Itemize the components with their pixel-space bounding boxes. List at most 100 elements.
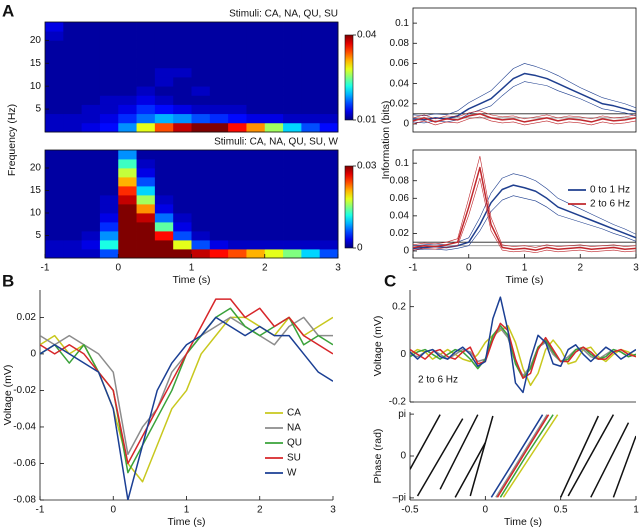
- colorbar-tick-label: 0: [357, 243, 363, 254]
- heat-cell: [136, 58, 156, 69]
- heat-cell: [45, 177, 64, 187]
- x-tick-label: 2: [257, 505, 263, 516]
- y-tick-label: -0.08: [13, 495, 36, 506]
- annotation: 2 to 6 Hz: [418, 375, 458, 386]
- heat-cell: [63, 49, 83, 60]
- heat-cell: [319, 49, 339, 60]
- panel-label: A: [2, 1, 14, 20]
- heat-cell: [209, 77, 229, 87]
- heat-cell: [191, 122, 211, 133]
- heat-cell: [99, 150, 119, 160]
- heat-cell: [191, 168, 211, 178]
- heat-cell: [301, 249, 321, 259]
- heat-cell: [283, 122, 302, 133]
- panel-label: B: [2, 271, 14, 290]
- heat-cell: [63, 186, 83, 196]
- heat-cell: [209, 240, 229, 250]
- heat-cell: [173, 104, 192, 115]
- heat-cell: [191, 222, 211, 232]
- heat-cell: [191, 58, 211, 69]
- heat-cell: [228, 240, 247, 250]
- heat-cell: [246, 159, 266, 169]
- heat-cell: [154, 240, 174, 250]
- heat-cell: [45, 104, 64, 115]
- heat-cell: [118, 77, 137, 87]
- heat-cell: [283, 77, 302, 87]
- y-tick-label: 15: [30, 185, 42, 196]
- legend-label: 0 to 1 Hz: [590, 185, 630, 196]
- y-axis-label: Voltage (mV): [2, 365, 14, 426]
- heat-cell: [63, 249, 83, 259]
- heat-cell: [45, 249, 64, 259]
- x-tick-label: -1: [36, 505, 45, 516]
- heat-cell: [81, 231, 101, 241]
- heat-cell: [45, 40, 64, 50]
- heat-cell: [246, 168, 266, 178]
- ci-lower-line: [413, 195, 636, 251]
- heat-cell: [154, 204, 174, 214]
- heat-cell: [99, 95, 119, 105]
- heat-cell: [154, 222, 174, 232]
- colorbar: [344, 165, 354, 249]
- heat-cell: [246, 249, 266, 259]
- heat-cell: [45, 22, 64, 32]
- heat-cell: [118, 86, 137, 96]
- y-tick-label: 0.04: [390, 210, 410, 221]
- heat-cell: [246, 204, 266, 214]
- y-axis-label: Information (bits): [380, 101, 392, 180]
- heat-cell: [81, 195, 101, 205]
- heat-cell: [191, 177, 211, 187]
- heat-cell: [154, 177, 174, 187]
- heat-cell: [136, 104, 156, 115]
- heat-cell: [136, 49, 156, 60]
- y-tick-label: -0.04: [13, 422, 36, 433]
- data-line: [439, 414, 479, 490]
- heat-cell: [154, 49, 174, 60]
- heat-cell: [228, 122, 247, 133]
- heat-cell: [154, 77, 174, 87]
- heat-cell: [136, 122, 156, 133]
- heat-cell: [191, 77, 211, 87]
- heat-cell: [264, 222, 284, 232]
- heat-cell: [264, 49, 284, 60]
- heat-cell: [228, 58, 247, 69]
- heat-cell: [209, 213, 229, 223]
- heat-cell: [99, 168, 119, 178]
- heat-cell: [81, 67, 101, 78]
- plot-frame: [412, 7, 637, 133]
- y-tick-label: 0: [403, 246, 409, 257]
- y-tick-label: 20: [30, 163, 42, 174]
- heat-cell: [118, 22, 137, 32]
- heat-cell: [264, 113, 284, 124]
- heat-cell: [319, 58, 339, 69]
- heat-cell: [283, 249, 302, 259]
- heat-cell: [246, 104, 266, 115]
- y-tick-label: -0.02: [13, 385, 36, 396]
- heat-cell: [264, 240, 284, 250]
- heat-cell: [301, 204, 321, 214]
- heat-cell: [154, 195, 174, 205]
- heat-cell: [283, 58, 302, 69]
- heat-cell: [45, 95, 64, 105]
- heat-cell: [154, 67, 174, 78]
- heat-cell: [118, 58, 137, 69]
- heat-cell: [81, 77, 101, 87]
- heat-cell: [209, 58, 229, 69]
- heat-cell: [118, 168, 137, 178]
- heat-cell: [99, 22, 119, 32]
- heat-cell: [191, 213, 211, 223]
- heat-cell: [301, 77, 321, 87]
- heat-cell: [63, 231, 83, 241]
- heat-cell: [283, 40, 302, 50]
- heat-cell: [45, 231, 64, 241]
- y-tick-label: -0.06: [13, 458, 36, 469]
- heat-cell: [301, 195, 321, 205]
- heat-cell: [154, 213, 174, 223]
- heat-cell: [173, 231, 192, 241]
- data-line: [413, 166, 636, 251]
- heat-cell: [81, 222, 101, 232]
- heat-cell: [81, 22, 101, 32]
- heat-cell: [246, 58, 266, 69]
- heat-cell: [173, 77, 192, 87]
- heat-cell: [283, 204, 302, 214]
